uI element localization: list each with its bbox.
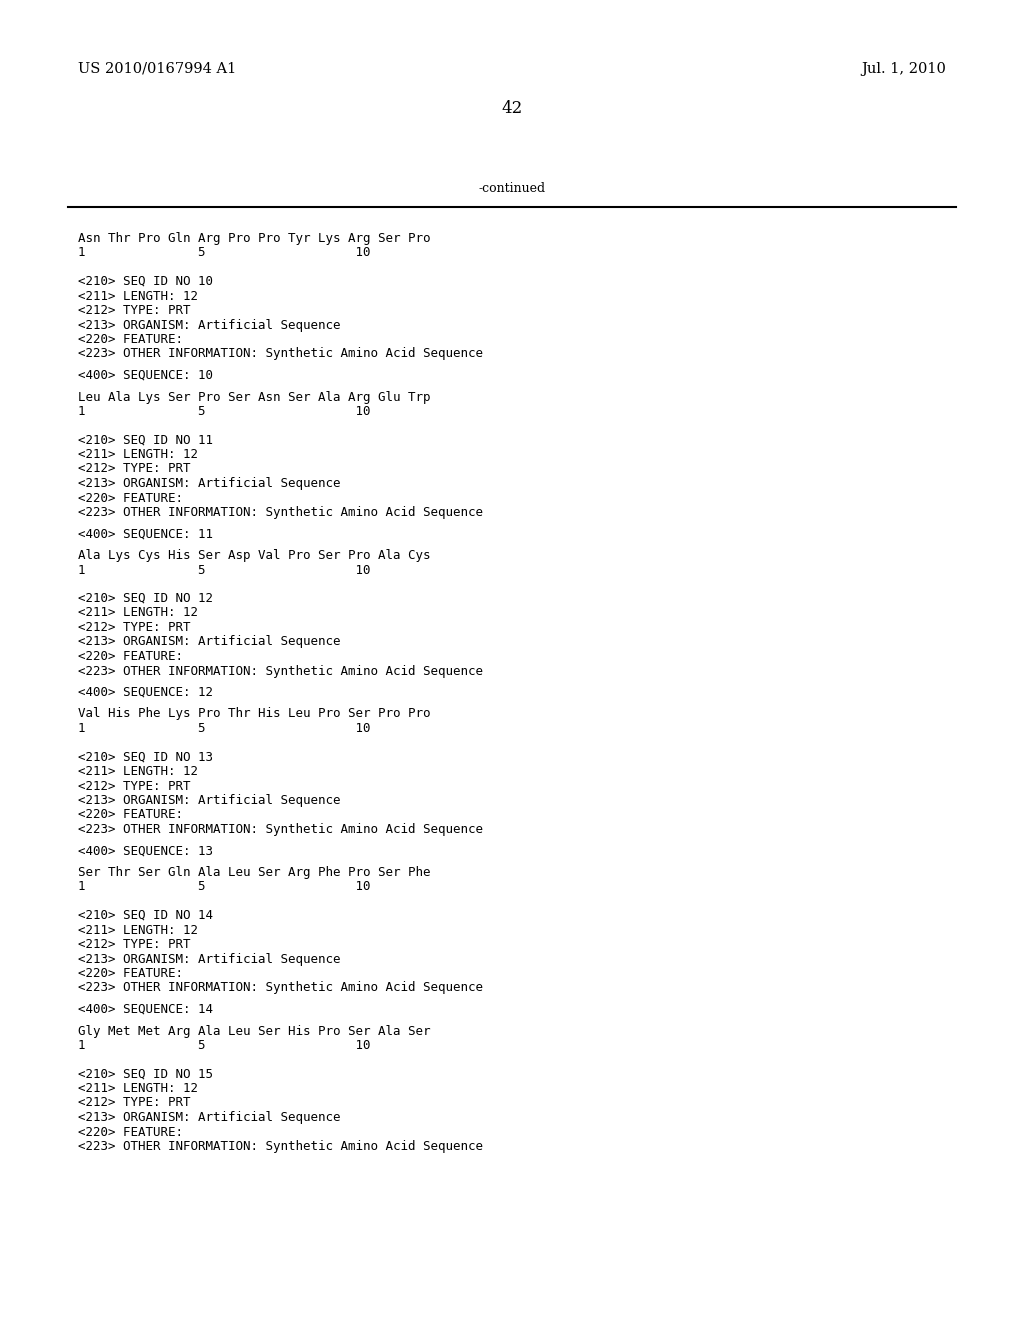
Text: <211> LENGTH: 12: <211> LENGTH: 12: [78, 606, 198, 619]
Text: -continued: -continued: [478, 182, 546, 195]
Text: Leu Ala Lys Ser Pro Ser Asn Ser Ala Arg Glu Trp: Leu Ala Lys Ser Pro Ser Asn Ser Ala Arg …: [78, 391, 430, 404]
Text: 42: 42: [502, 100, 522, 117]
Text: <223> OTHER INFORMATION: Synthetic Amino Acid Sequence: <223> OTHER INFORMATION: Synthetic Amino…: [78, 1140, 483, 1152]
Text: <223> OTHER INFORMATION: Synthetic Amino Acid Sequence: <223> OTHER INFORMATION: Synthetic Amino…: [78, 664, 483, 677]
Text: <220> FEATURE:: <220> FEATURE:: [78, 491, 183, 504]
Text: <400> SEQUENCE: 13: <400> SEQUENCE: 13: [78, 845, 213, 858]
Text: <212> TYPE: PRT: <212> TYPE: PRT: [78, 304, 190, 317]
Text: 1               5                    10: 1 5 10: [78, 1039, 371, 1052]
Text: <220> FEATURE:: <220> FEATURE:: [78, 333, 183, 346]
Text: <210> SEQ ID NO 15: <210> SEQ ID NO 15: [78, 1068, 213, 1081]
Text: <223> OTHER INFORMATION: Synthetic Amino Acid Sequence: <223> OTHER INFORMATION: Synthetic Amino…: [78, 822, 483, 836]
Text: <210> SEQ ID NO 14: <210> SEQ ID NO 14: [78, 909, 213, 921]
Text: <212> TYPE: PRT: <212> TYPE: PRT: [78, 620, 190, 634]
Text: <212> TYPE: PRT: <212> TYPE: PRT: [78, 1097, 190, 1110]
Text: Val His Phe Lys Pro Thr His Leu Pro Ser Pro Pro: Val His Phe Lys Pro Thr His Leu Pro Ser …: [78, 708, 430, 721]
Text: <220> FEATURE:: <220> FEATURE:: [78, 808, 183, 821]
Text: <400> SEQUENCE: 10: <400> SEQUENCE: 10: [78, 370, 213, 381]
Text: US 2010/0167994 A1: US 2010/0167994 A1: [78, 62, 237, 77]
Text: 1               5                    10: 1 5 10: [78, 880, 371, 894]
Text: <400> SEQUENCE: 14: <400> SEQUENCE: 14: [78, 1003, 213, 1016]
Text: <212> TYPE: PRT: <212> TYPE: PRT: [78, 939, 190, 950]
Text: <211> LENGTH: 12: <211> LENGTH: 12: [78, 924, 198, 936]
Text: Asn Thr Pro Gln Arg Pro Pro Tyr Lys Arg Ser Pro: Asn Thr Pro Gln Arg Pro Pro Tyr Lys Arg …: [78, 232, 430, 246]
Text: <210> SEQ ID NO 12: <210> SEQ ID NO 12: [78, 591, 213, 605]
Text: Gly Met Met Arg Ala Leu Ser His Pro Ser Ala Ser: Gly Met Met Arg Ala Leu Ser His Pro Ser …: [78, 1024, 430, 1038]
Text: 1               5                    10: 1 5 10: [78, 405, 371, 418]
Text: <211> LENGTH: 12: <211> LENGTH: 12: [78, 1082, 198, 1096]
Text: <210> SEQ ID NO 11: <210> SEQ ID NO 11: [78, 433, 213, 446]
Text: <220> FEATURE:: <220> FEATURE:: [78, 1126, 183, 1138]
Text: <210> SEQ ID NO 10: <210> SEQ ID NO 10: [78, 275, 213, 288]
Text: <223> OTHER INFORMATION: Synthetic Amino Acid Sequence: <223> OTHER INFORMATION: Synthetic Amino…: [78, 506, 483, 519]
Text: <212> TYPE: PRT: <212> TYPE: PRT: [78, 780, 190, 792]
Text: <213> ORGANISM: Artificial Sequence: <213> ORGANISM: Artificial Sequence: [78, 795, 341, 807]
Text: <211> LENGTH: 12: <211> LENGTH: 12: [78, 447, 198, 461]
Text: <211> LENGTH: 12: <211> LENGTH: 12: [78, 289, 198, 302]
Text: <211> LENGTH: 12: <211> LENGTH: 12: [78, 766, 198, 777]
Text: <220> FEATURE:: <220> FEATURE:: [78, 968, 183, 979]
Text: 1               5                    10: 1 5 10: [78, 247, 371, 260]
Text: <220> FEATURE:: <220> FEATURE:: [78, 649, 183, 663]
Text: 1               5                    10: 1 5 10: [78, 564, 371, 577]
Text: <400> SEQUENCE: 11: <400> SEQUENCE: 11: [78, 528, 213, 540]
Text: <213> ORGANISM: Artificial Sequence: <213> ORGANISM: Artificial Sequence: [78, 318, 341, 331]
Text: <213> ORGANISM: Artificial Sequence: <213> ORGANISM: Artificial Sequence: [78, 1111, 341, 1125]
Text: <210> SEQ ID NO 13: <210> SEQ ID NO 13: [78, 751, 213, 763]
Text: <213> ORGANISM: Artificial Sequence: <213> ORGANISM: Artificial Sequence: [78, 635, 341, 648]
Text: <223> OTHER INFORMATION: Synthetic Amino Acid Sequence: <223> OTHER INFORMATION: Synthetic Amino…: [78, 347, 483, 360]
Text: Jul. 1, 2010: Jul. 1, 2010: [861, 62, 946, 77]
Text: Ala Lys Cys His Ser Asp Val Pro Ser Pro Ala Cys: Ala Lys Cys His Ser Asp Val Pro Ser Pro …: [78, 549, 430, 562]
Text: Ser Thr Ser Gln Ala Leu Ser Arg Phe Pro Ser Phe: Ser Thr Ser Gln Ala Leu Ser Arg Phe Pro …: [78, 866, 430, 879]
Text: 1               5                    10: 1 5 10: [78, 722, 371, 735]
Text: <213> ORGANISM: Artificial Sequence: <213> ORGANISM: Artificial Sequence: [78, 477, 341, 490]
Text: <212> TYPE: PRT: <212> TYPE: PRT: [78, 462, 190, 475]
Text: <223> OTHER INFORMATION: Synthetic Amino Acid Sequence: <223> OTHER INFORMATION: Synthetic Amino…: [78, 982, 483, 994]
Text: <213> ORGANISM: Artificial Sequence: <213> ORGANISM: Artificial Sequence: [78, 953, 341, 965]
Text: <400> SEQUENCE: 12: <400> SEQUENCE: 12: [78, 686, 213, 700]
